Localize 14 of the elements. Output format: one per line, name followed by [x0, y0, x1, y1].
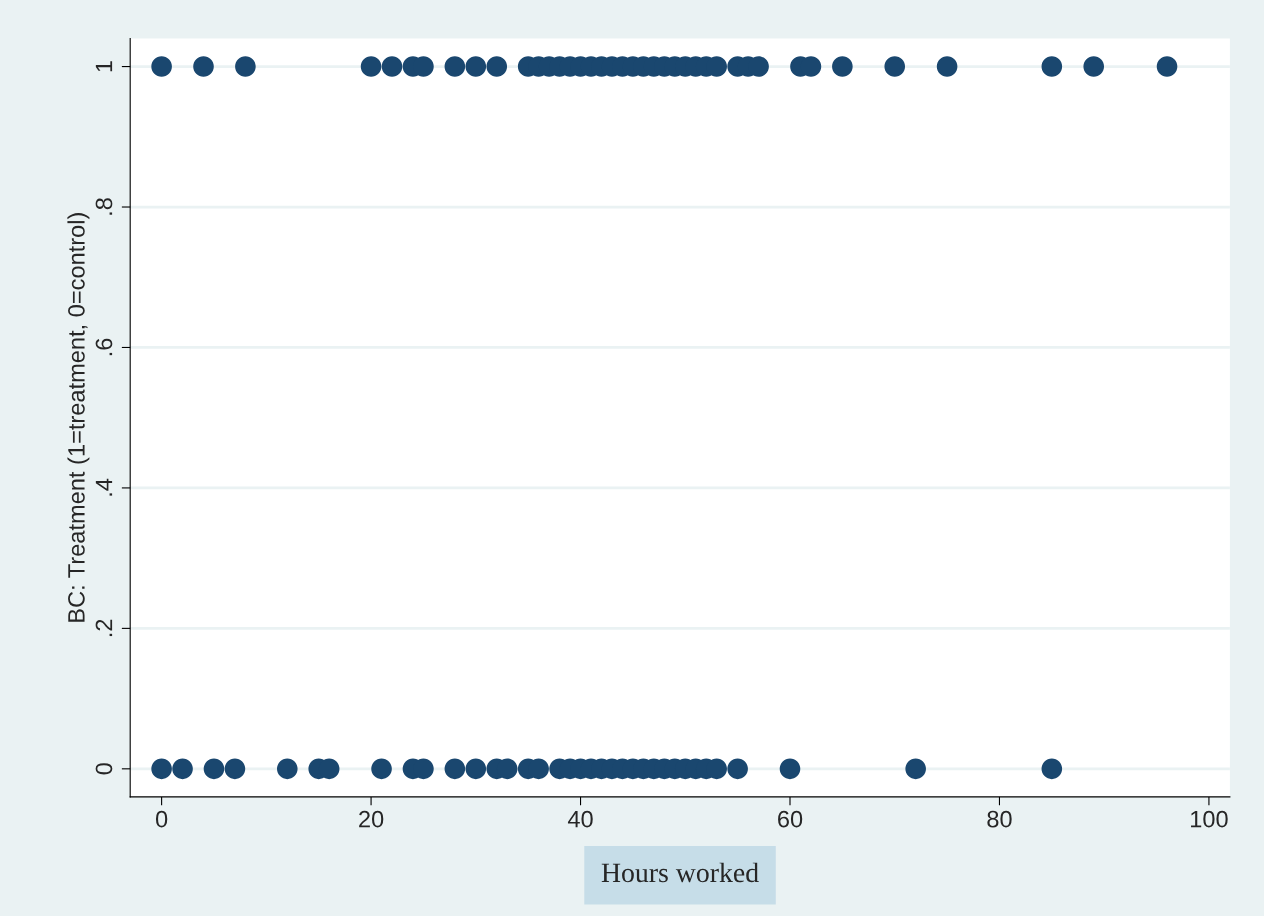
y-tick-label: .4 — [95, 478, 113, 496]
y-tick-label: .2 — [95, 619, 113, 637]
y-axis-title: BC: Treatment (1=treatment, 0=control) — [67, 213, 90, 622]
x-tick-label: 60 — [778, 810, 803, 828]
x-tick-label: 0 — [155, 810, 168, 828]
y-tick-label: 1 — [95, 61, 113, 72]
x-tick-label: 80 — [987, 810, 1012, 828]
y-tick-label: .6 — [95, 338, 113, 356]
y-tick-label: .8 — [95, 198, 113, 215]
y-tick-label: 0 — [95, 763, 113, 775]
x-axis-title: Hours worked — [601, 862, 759, 883]
x-tick-label: 20 — [359, 810, 384, 828]
x-tick-label: 40 — [567, 810, 593, 828]
x-tick-label: 100 — [1191, 810, 1228, 828]
